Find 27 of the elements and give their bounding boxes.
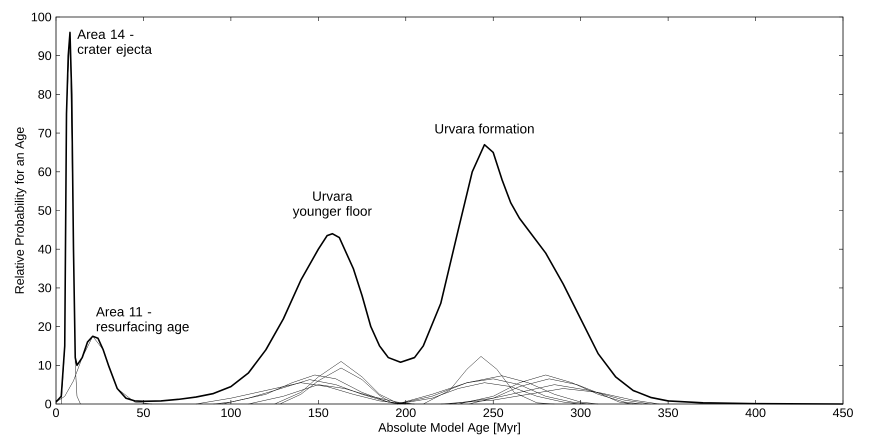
y-tick-label: 100 <box>32 12 52 22</box>
y-tick-label: 40 <box>38 244 52 254</box>
annotation: Area 11 - resurfacing age <box>96 307 189 334</box>
y-tick-label: 20 <box>38 322 52 332</box>
annotation: Urvara younger floor <box>292 192 372 219</box>
x-tick-label: 150 <box>308 408 328 418</box>
y-tick-label: 0 <box>45 400 52 408</box>
y-tick-label: 80 <box>38 90 52 99</box>
y-tick-label: 90 <box>38 51 52 60</box>
x-tick-label: 50 <box>137 408 150 418</box>
y-axis-title: Relative Probability for an Age <box>14 127 26 294</box>
x-tick-label: 300 <box>570 408 591 418</box>
x-tick-label: 400 <box>745 408 766 418</box>
y-tick-label: 50 <box>38 206 52 215</box>
x-tick-label: 200 <box>396 408 416 418</box>
y-tick-label: 70 <box>38 128 52 138</box>
annotation: Urvara formation <box>435 124 534 134</box>
y-tick-label: 30 <box>38 284 52 292</box>
y-tick-label: 60 <box>38 167 52 176</box>
x-tick-label: 0 <box>53 408 59 418</box>
x-tick-label: 350 <box>658 408 678 418</box>
annotation: Area 14 - crater ejecta <box>77 30 152 57</box>
x-axis-title: Absolute Model Age [Myr] <box>378 422 520 434</box>
x-tick-label: 450 <box>832 408 853 418</box>
x-tick-label: 100 <box>221 408 241 418</box>
x-tick-label: 250 <box>483 408 504 418</box>
y-tick-label: 10 <box>38 360 52 370</box>
